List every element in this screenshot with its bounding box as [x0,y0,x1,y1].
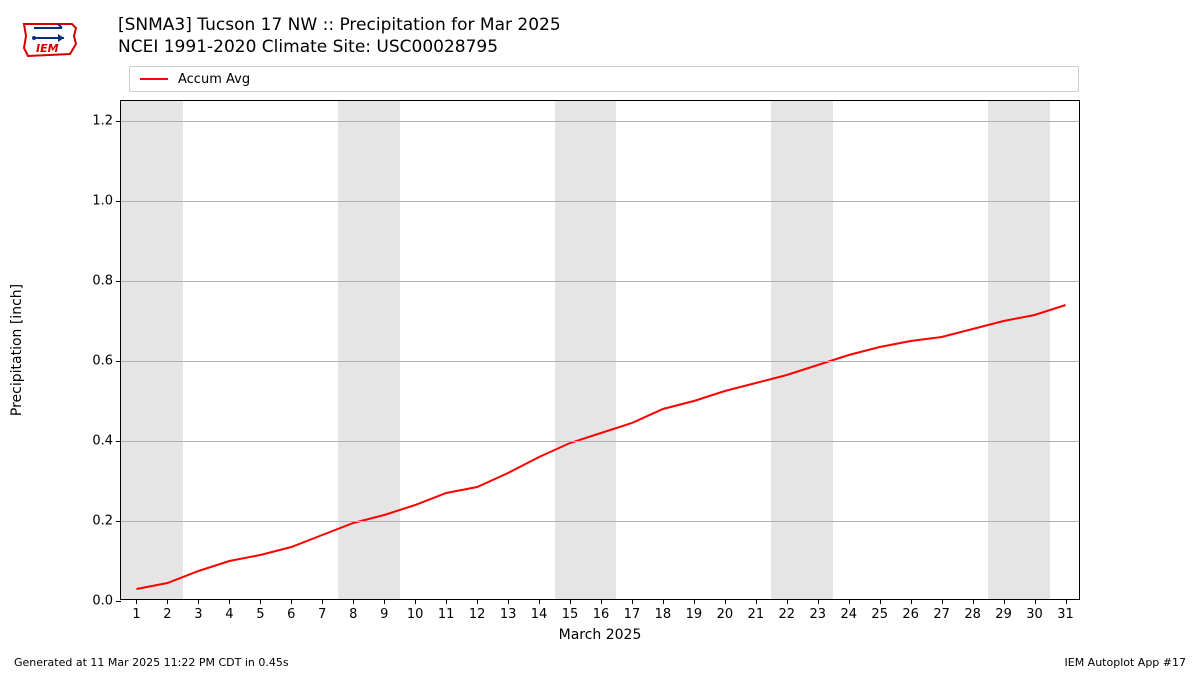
y-tick [116,121,121,122]
footer-generated: Generated at 11 Mar 2025 11:22 PM CDT in… [14,656,289,669]
svg-text:IEM: IEM [36,42,59,55]
y-tick [116,201,121,202]
y-tick-label: 0.6 [92,354,113,369]
x-tick-label: 2 [163,607,171,622]
x-tick-label: 27 [933,607,950,622]
gridline [121,121,1079,122]
x-tick-label: 9 [380,607,388,622]
x-tick [818,599,819,604]
x-tick [229,599,230,604]
x-tick [663,599,664,604]
y-tick-label: 0.8 [92,274,113,289]
gridline [121,521,1079,522]
legend-label: Accum Avg [178,72,250,87]
chart-title: [SNMA3] Tucson 17 NW :: Precipitation fo… [118,14,561,58]
x-tick [508,599,509,604]
y-axis-label: Precipitation [inch] [9,284,25,416]
x-tick [632,599,633,604]
plot-area: Precipitation [inch] March 2025 0.00.20.… [120,100,1080,600]
legend-swatch [140,78,168,80]
x-tick-label: 18 [655,607,672,622]
gridline [121,441,1079,442]
y-tick-label: 0.2 [92,514,113,529]
y-tick [116,281,121,282]
series-line [136,305,1065,589]
title-line-2: NCEI 1991-2020 Climate Site: USC00028795 [118,36,561,58]
x-tick [198,599,199,604]
x-tick-label: 23 [809,607,826,622]
y-tick [116,601,121,602]
x-tick [1004,599,1005,604]
x-tick [322,599,323,604]
x-tick-label: 30 [1026,607,1043,622]
x-tick-label: 19 [686,607,703,622]
gridline [121,201,1079,202]
legend: Accum Avg [129,66,1079,92]
x-tick-label: 5 [256,607,264,622]
line-series [121,101,1081,601]
x-tick [942,599,943,604]
x-tick-label: 3 [194,607,202,622]
y-tick [116,521,121,522]
x-tick-label: 6 [287,607,295,622]
x-tick-label: 4 [225,607,233,622]
x-tick-label: 7 [318,607,326,622]
x-tick [384,599,385,604]
x-tick-label: 14 [531,607,548,622]
x-tick-label: 29 [995,607,1012,622]
x-tick-label: 10 [407,607,424,622]
x-tick [291,599,292,604]
x-tick [167,599,168,604]
x-tick-label: 16 [593,607,610,622]
x-tick-label: 22 [779,607,796,622]
x-tick [849,599,850,604]
gridline [121,281,1079,282]
x-tick [353,599,354,604]
x-tick-label: 13 [500,607,517,622]
y-tick-label: 0.4 [92,434,113,449]
y-tick [116,441,121,442]
x-tick [694,599,695,604]
y-tick-label: 1.2 [92,114,113,129]
x-axis-label: March 2025 [559,627,642,643]
x-tick-label: 24 [840,607,857,622]
x-tick [756,599,757,604]
x-tick [570,599,571,604]
x-tick [601,599,602,604]
x-tick-label: 28 [964,607,981,622]
x-tick-label: 11 [438,607,455,622]
gridline [121,361,1079,362]
x-tick [260,599,261,604]
x-tick [136,599,137,604]
title-line-1: [SNMA3] Tucson 17 NW :: Precipitation fo… [118,14,561,36]
x-tick [911,599,912,604]
x-tick [446,599,447,604]
x-tick [539,599,540,604]
x-tick-label: 21 [748,607,765,622]
y-tick-label: 1.0 [92,194,113,209]
x-tick [973,599,974,604]
x-tick-label: 8 [349,607,357,622]
x-tick-label: 20 [717,607,734,622]
x-tick [415,599,416,604]
x-tick-label: 17 [624,607,641,622]
iem-logo: IEM [14,14,84,64]
y-tick-label: 0.0 [92,594,113,609]
x-tick-label: 31 [1057,607,1074,622]
x-tick [1066,599,1067,604]
footer-app: IEM Autoplot App #17 [1065,656,1187,669]
x-tick [477,599,478,604]
x-tick-label: 15 [562,607,579,622]
x-tick-label: 25 [871,607,888,622]
x-tick-label: 26 [902,607,919,622]
x-tick-label: 1 [132,607,140,622]
x-tick [725,599,726,604]
x-tick [787,599,788,604]
x-tick [1035,599,1036,604]
y-tick [116,361,121,362]
x-tick [880,599,881,604]
x-tick-label: 12 [469,607,486,622]
